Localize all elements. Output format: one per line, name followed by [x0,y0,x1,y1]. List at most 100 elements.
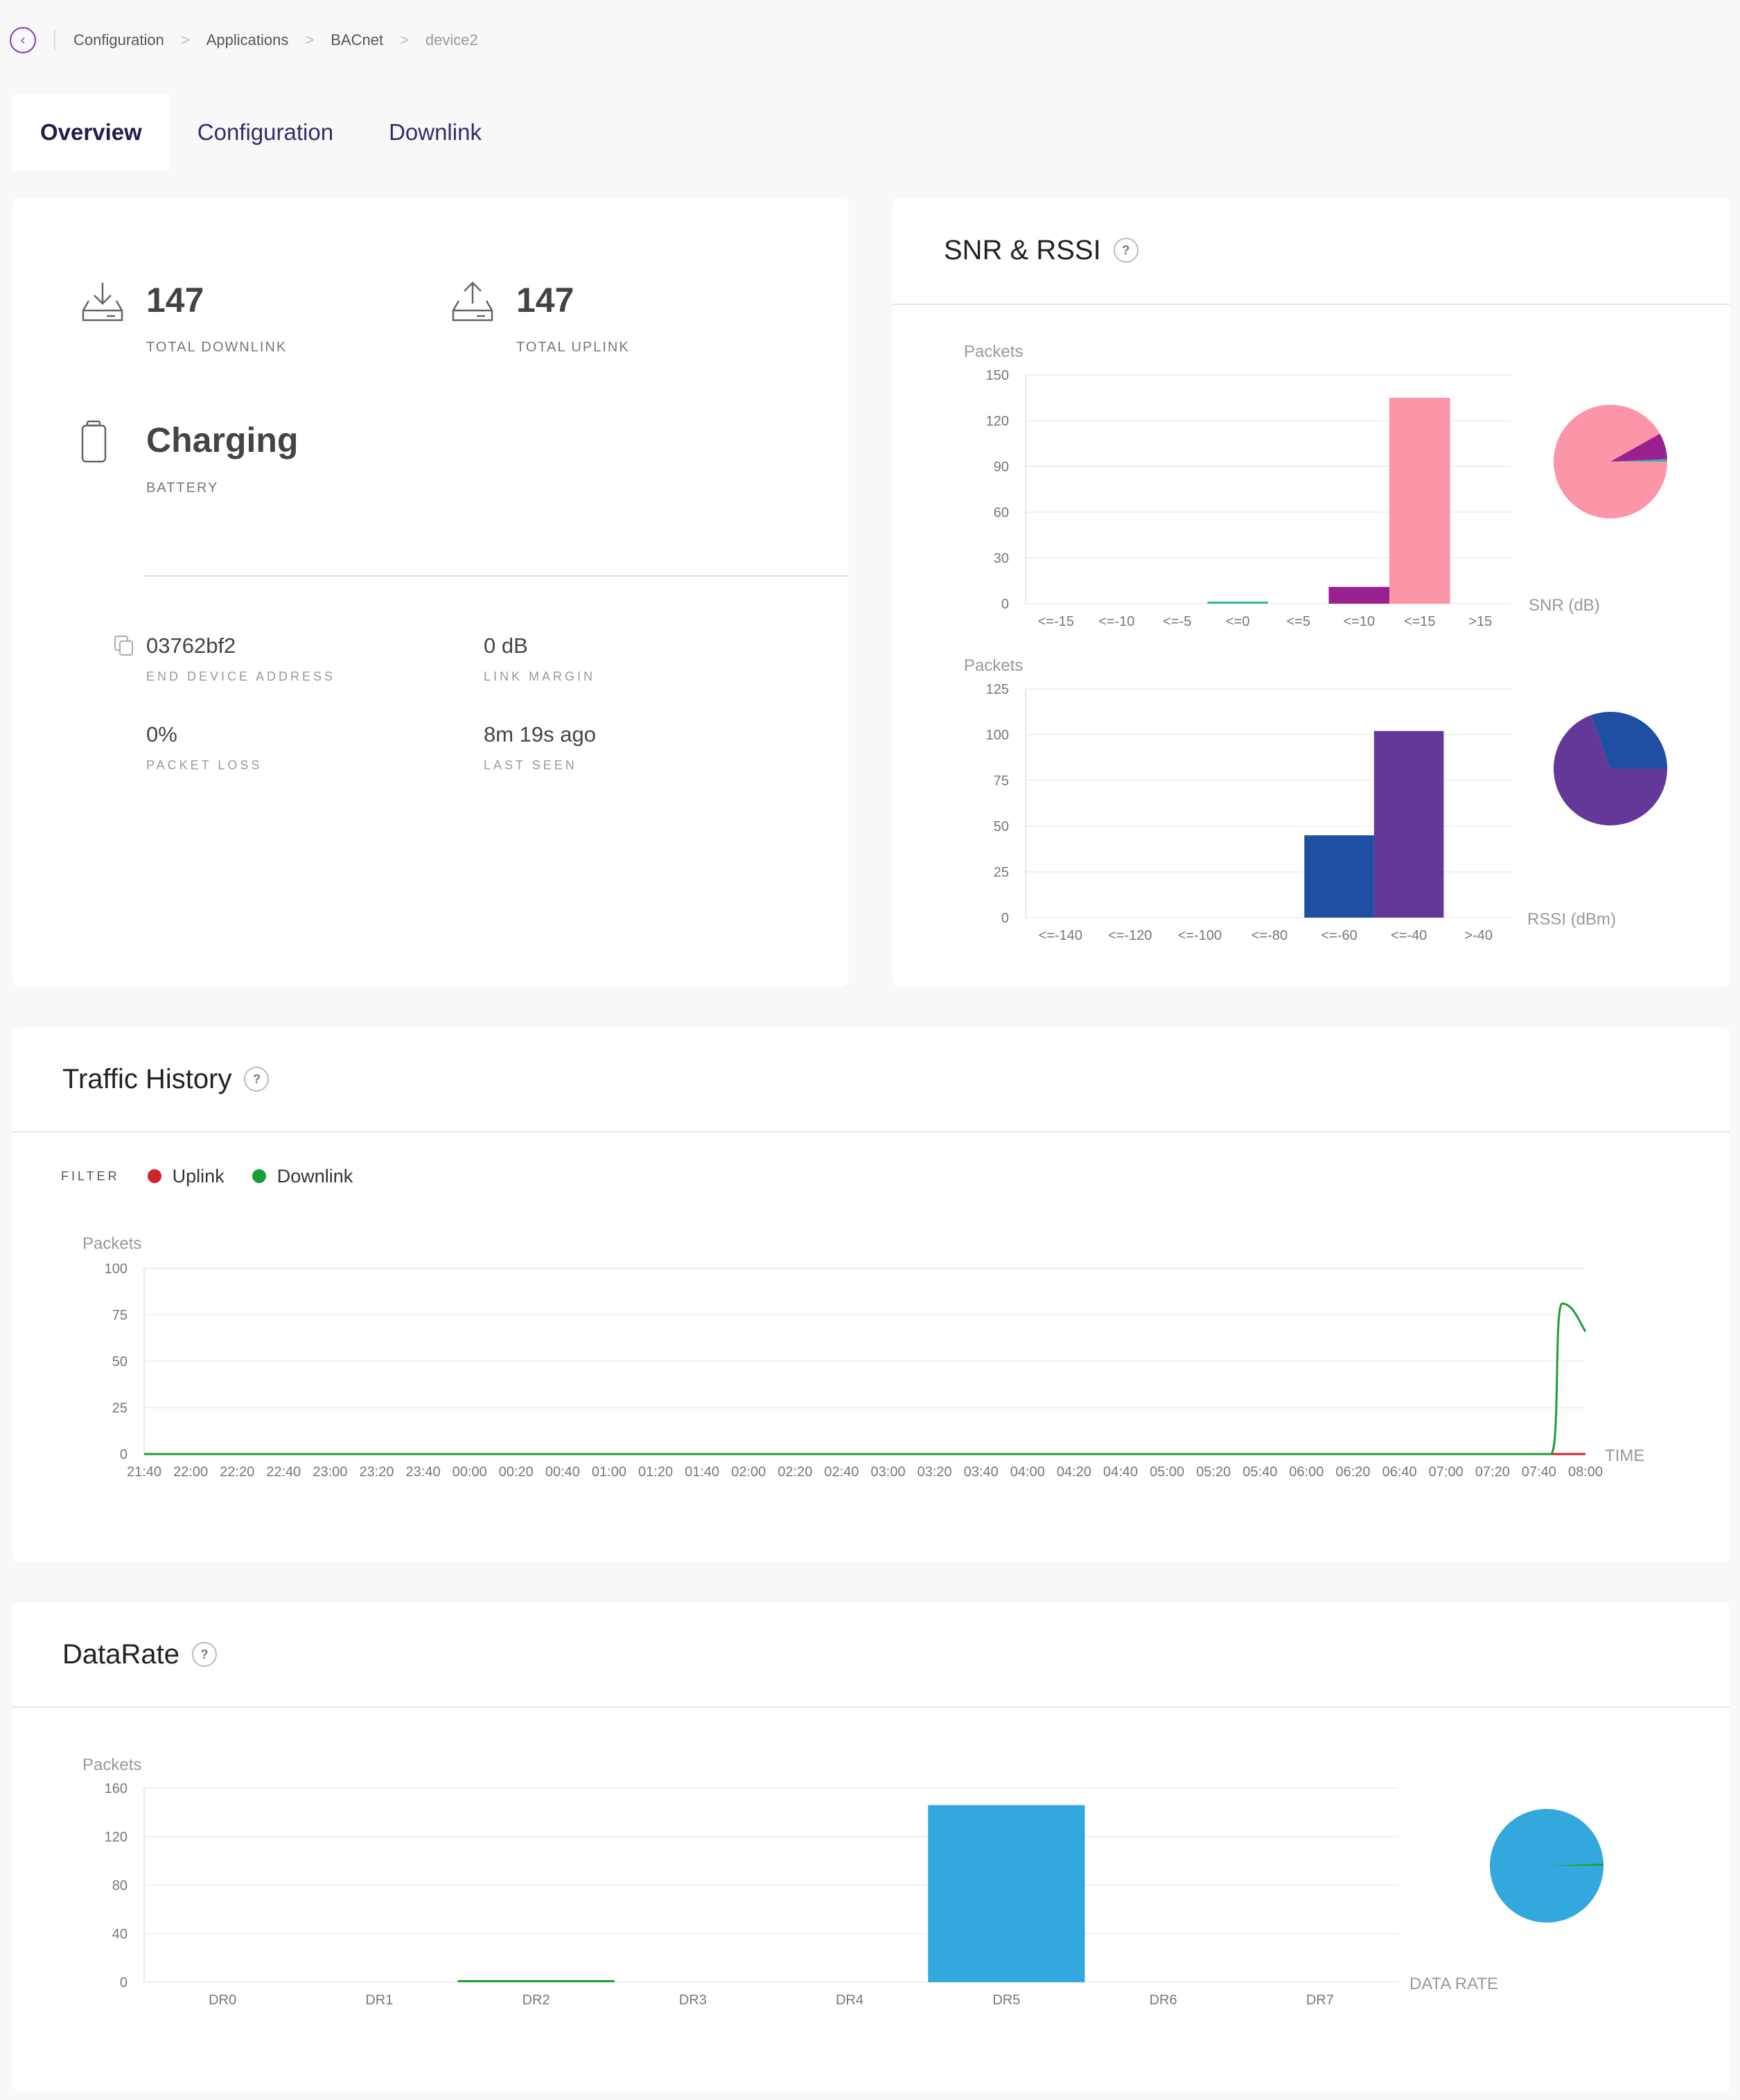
tab-configuration[interactable]: Configuration [197,119,334,145]
y-tick-label: 125 [986,682,1009,697]
y-tick-label: 120 [986,414,1009,429]
x-tick-label: DR2 [522,1993,550,2008]
traffic-title: Traffic History [62,1063,232,1094]
legend-uplink[interactable]: Uplink [147,1166,225,1187]
x-tick-label: 07:40 [1522,1464,1556,1480]
bar [457,1980,615,1982]
packet-loss-value: 0% [146,722,177,746]
x-tick-label: 01:20 [638,1464,673,1480]
downlink-dot-icon [252,1169,266,1183]
y-tick-label: 30 [994,551,1009,566]
x-tick-label: 06:00 [1289,1464,1324,1480]
traffic-history-card: Traffic History ? FILTER Uplink Downlink… [12,1027,1730,1562]
bar [1373,730,1444,918]
x-tick-label: DR0 [209,1993,236,2008]
pie-slice [1590,712,1667,769]
x-tick-label: DR5 [992,1993,1020,2008]
overview-separator [144,575,848,577]
x-tick-label: 01:40 [685,1464,719,1480]
battery-icon [81,420,107,463]
x-tick-label: 02:20 [777,1464,812,1480]
y-axis-title: Packets [82,1756,141,1774]
traffic-divider [12,1131,1730,1132]
y-tick-label: 0 [120,1447,128,1462]
x-tick-label: 23:00 [313,1464,347,1480]
x-tick-label: <=15 [1404,614,1436,629]
chevron-left-icon: ‹ [20,32,26,48]
breadcrumb-bacnet[interactable]: BACnet [331,31,384,49]
upload-tray-icon [452,281,493,322]
traffic-filter: FILTER Uplink Downlink [61,1164,353,1188]
x-tick-label: 23:40 [406,1464,441,1480]
total-uplink-value: 147 [516,281,574,320]
x-axis-title: TIME [1605,1446,1644,1465]
traffic-title-row: Traffic History ? [62,1062,270,1096]
x-tick-label: 00:40 [545,1464,580,1480]
y-tick-label: 120 [105,1830,128,1845]
x-tick-label: DR3 [679,1993,707,2008]
y-axis-title: Packets [964,342,1023,361]
datarate-title-row: DataRate ? [62,1637,217,1672]
chevron-right-icon: > [180,31,190,49]
breadcrumb-current: device2 [425,31,478,49]
x-tick-label: 03:20 [917,1464,952,1480]
pie-slice [1490,1809,1603,1923]
packet-loss-label: PACKET LOSS [146,758,263,772]
pie-slice [1547,1863,1603,1866]
y-axis-title: Packets [964,656,1023,675]
overview-card: 147 TOTAL DOWNLINK 147 TOTAL UPLINK Char… [12,198,848,987]
breadcrumb: ‹ Configuration > Applications > BACnet … [10,24,478,57]
chevron-right-icon: > [305,31,315,49]
bar [1207,602,1268,604]
end-device-address-value: 03762bf2 [146,633,236,658]
breadcrumb-configuration[interactable]: Configuration [73,31,164,49]
x-tick-label: >-40 [1464,928,1493,943]
snr-chart: Packets 0 30 60 90 120 150 <=-15 <=-10 <=-5 <=0 <=5… [964,342,1667,629]
help-icon[interactable]: ? [1113,238,1139,263]
battery-value: Charging [146,421,299,460]
traffic-chart: Packets 0 25 50 75 100 21:40 22:00 22:20 22:40 23:… [82,1234,1644,1480]
breadcrumb-applications[interactable]: Applications [206,31,289,49]
bar [928,1805,1085,1982]
x-tick-label: <=-60 [1321,928,1357,943]
tab-downlink[interactable]: Downlink [389,119,482,145]
snr-rssi-title: SNR & RSSI [944,234,1101,265]
tab-overview[interactable]: Overview [12,94,170,170]
x-tick-label: 04:20 [1057,1464,1091,1480]
total-uplink-label: TOTAL UPLINK [516,340,630,355]
x-tick-label: 00:20 [499,1464,534,1480]
y-tick-label: 50 [112,1354,128,1370]
help-icon[interactable]: ? [191,1642,217,1667]
pie-slice [1554,715,1667,825]
copy-icon[interactable] [114,635,134,657]
x-tick-label: 22:40 [266,1464,301,1480]
legend-downlink[interactable]: Downlink [252,1166,353,1187]
x-tick-label: <=-80 [1251,928,1288,943]
y-tick-label: 25 [994,865,1009,880]
y-tick-label: 0 [1001,911,1009,926]
x-tick-label: 00:00 [452,1464,487,1480]
datarate-chart: Packets 0 40 80 120 160 DR0 DR1 DR2 DR3 DR4 DR5 DR6 D… [82,1756,1603,2008]
x-tick-label: 02:00 [731,1464,766,1480]
pie-slice [1610,433,1667,462]
x-tick-label: <=-15 [1038,614,1074,629]
back-button[interactable]: ‹ [10,27,36,53]
y-tick-label: 50 [994,819,1009,834]
x-tick-label: DR4 [836,1993,863,2008]
y-tick-label: 160 [105,1781,128,1796]
x-tick-label: 07:20 [1475,1464,1510,1480]
x-tick-label: <=-100 [1178,928,1222,943]
x-tick-label: <=-40 [1391,928,1427,943]
x-tick-label: 04:00 [1010,1464,1045,1480]
legend-downlink-label: Downlink [276,1165,353,1187]
x-axis-title: SNR (dB) [1529,596,1600,615]
tab-bar: Overview Configuration Downlink [12,94,509,170]
y-tick-label: 40 [112,1927,128,1942]
x-tick-label: 05:20 [1196,1464,1231,1480]
total-downlink-label: TOTAL DOWNLINK [146,340,288,355]
filter-label: FILTER [61,1169,120,1183]
x-tick-label: 21:40 [127,1464,161,1480]
series-line-downlink [144,1302,1587,1455]
help-icon[interactable]: ? [244,1067,270,1092]
snr-rssi-card: SNR & RSSI ? Packets 0 30 60 90 120 150 <=-15 <=… [893,198,1730,987]
